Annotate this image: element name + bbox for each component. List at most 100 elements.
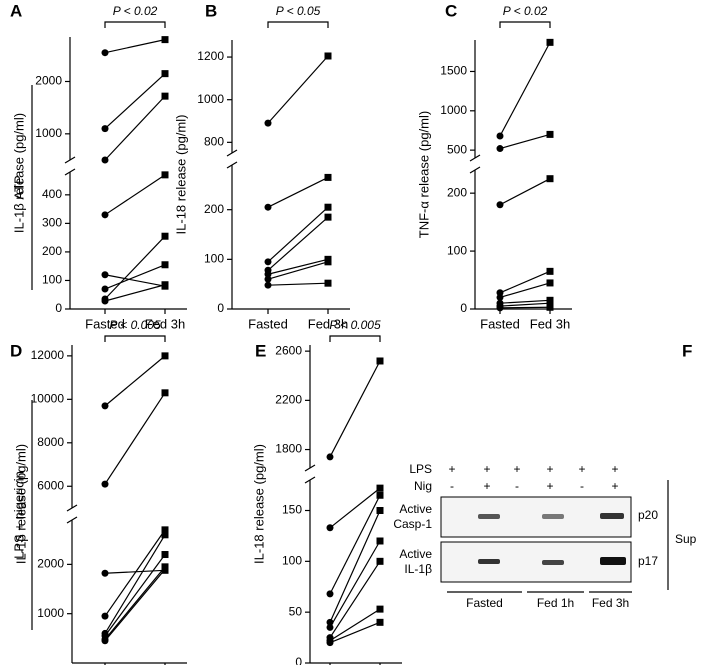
- axis-break: [66, 516, 78, 524]
- y-tick-label: 150: [282, 503, 302, 517]
- row-label: Casp-1: [393, 517, 432, 531]
- pair-line: [267, 55, 329, 124]
- y-axis-label: IL-18 release (pg/ml): [173, 115, 188, 235]
- pair-line: [104, 355, 166, 407]
- fed-point: [161, 70, 169, 78]
- y-tick-label: 100: [282, 554, 302, 568]
- fed-point: [161, 36, 169, 44]
- y-tick-label: 1000: [37, 606, 64, 620]
- fed-point: [324, 203, 332, 211]
- y-tick-label: 50: [289, 604, 303, 618]
- pair-line: [104, 529, 166, 617]
- lps-sign: +: [513, 462, 520, 476]
- panel-letter: D: [10, 341, 22, 360]
- axis-break: [304, 464, 316, 472]
- side-label: LPS + nigericin: [11, 471, 26, 559]
- fed-point: [546, 279, 554, 287]
- pair-line: [267, 176, 329, 208]
- nig-label: Nig: [414, 479, 432, 493]
- fed-point: [376, 605, 384, 613]
- panel-letter: A: [10, 1, 22, 20]
- fed-point: [161, 526, 169, 534]
- fasted-point: [101, 612, 109, 620]
- y-tick-label: 0: [55, 301, 62, 315]
- bracket: [104, 335, 166, 342]
- pair-line: [104, 392, 166, 485]
- pair-line: [104, 569, 166, 574]
- y-axis-label: IL-1β release (pg/ml): [11, 113, 26, 233]
- y-tick-label: 8000: [37, 435, 64, 449]
- lps-sign: +: [578, 462, 585, 476]
- panel-letter: B: [205, 1, 217, 20]
- fed-point: [546, 38, 554, 46]
- fed-point: [161, 531, 169, 539]
- fed-point: [376, 537, 384, 545]
- fasted-point: [496, 145, 504, 153]
- pair-line: [499, 299, 551, 304]
- pair-line: [267, 206, 329, 263]
- fed-point: [546, 299, 554, 307]
- bracket: [499, 21, 551, 28]
- nig-sign: -: [450, 479, 454, 493]
- fed-point: [324, 52, 332, 60]
- band-label: p17: [638, 554, 658, 568]
- bracket: [267, 21, 329, 28]
- y-tick-label: 2000: [35, 74, 62, 88]
- y-tick-label: 1500: [440, 64, 467, 78]
- lps-sign: +: [546, 462, 553, 476]
- fasted-point: [101, 285, 109, 293]
- y-tick-label: 2200: [275, 393, 302, 407]
- fed-point: [161, 389, 169, 397]
- fed-point: [324, 173, 332, 181]
- band: [478, 559, 500, 564]
- pair-line: [104, 95, 166, 161]
- y-tick-label: 2600: [275, 343, 302, 357]
- fasted-point: [101, 211, 109, 219]
- y-tick-label: 100: [447, 243, 467, 257]
- y-tick-label: 100: [204, 252, 224, 266]
- y-tick-label: 800: [204, 135, 224, 149]
- fed-point: [376, 618, 384, 626]
- band-label: p20: [638, 508, 658, 522]
- fasted-point: [101, 637, 109, 645]
- fed-point: [161, 551, 169, 559]
- y-axis-label: IL-1β release (pg/ml): [13, 444, 28, 564]
- pair-line: [267, 258, 329, 275]
- lps-sign: +: [483, 462, 490, 476]
- y-tick-label: 100: [42, 273, 62, 287]
- p-value: P < 0.02: [503, 4, 548, 18]
- pair-line: [104, 534, 166, 634]
- pair-line: [104, 274, 166, 287]
- fed-point: [161, 281, 169, 289]
- pair-line: [104, 174, 166, 216]
- fasted-point: [101, 297, 109, 305]
- fasted-point: [264, 203, 272, 211]
- y-tick-label: 1800: [275, 442, 302, 456]
- y-tick-label: 1000: [35, 126, 62, 140]
- pair-line: [499, 306, 551, 309]
- row-label: IL-1β: [404, 562, 432, 576]
- pair-line: [267, 261, 329, 280]
- pair-line: [329, 510, 381, 623]
- fed-point: [324, 279, 332, 287]
- pair-line: [329, 561, 381, 638]
- fasted-point: [496, 304, 504, 312]
- fasted-point: [101, 156, 109, 164]
- y-tick-label: 1200: [197, 49, 224, 63]
- lps-label: LPS: [409, 462, 432, 476]
- axis-break: [226, 149, 238, 157]
- row-label: Active: [399, 547, 432, 561]
- pair-line: [329, 360, 381, 458]
- pair-line: [104, 554, 166, 637]
- y-tick-label: 500: [447, 142, 467, 156]
- pair-line: [267, 282, 329, 286]
- pair-line: [104, 235, 166, 300]
- band: [478, 514, 500, 519]
- lps-sign: +: [611, 462, 618, 476]
- y-tick-label: 1000: [197, 92, 224, 106]
- blot-box: [440, 496, 632, 538]
- fasted-point: [101, 271, 109, 279]
- y-tick-label: 10000: [31, 392, 65, 406]
- y-tick-label: 12000: [31, 348, 65, 362]
